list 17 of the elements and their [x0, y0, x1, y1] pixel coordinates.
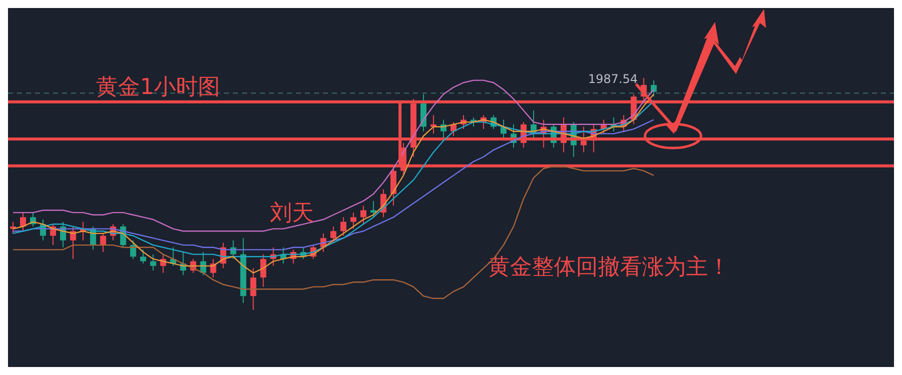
candlestick — [140, 249, 146, 264]
candlestick — [250, 268, 256, 310]
candlestick — [340, 216, 346, 236]
candlestick — [150, 254, 156, 272]
candlestick — [650, 80, 657, 98]
candlestick — [100, 232, 106, 252]
candlestick — [330, 226, 336, 244]
candlestick — [350, 212, 356, 230]
annotation: 黄金整体回撤看涨为主！ — [488, 254, 730, 282]
candlestick — [20, 212, 26, 232]
candlestick — [360, 205, 366, 225]
annotation: 1987.54 — [588, 72, 638, 86]
candlestick — [260, 254, 266, 288]
candlestick — [370, 200, 376, 218]
annotation: 刘天 — [270, 200, 314, 228]
candlestick — [130, 240, 136, 260]
chart-title: 黄金1小时图 — [96, 74, 220, 102]
